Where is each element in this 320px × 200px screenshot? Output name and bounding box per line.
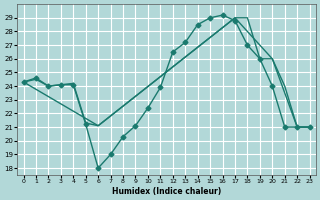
X-axis label: Humidex (Indice chaleur): Humidex (Indice chaleur) (112, 187, 221, 196)
